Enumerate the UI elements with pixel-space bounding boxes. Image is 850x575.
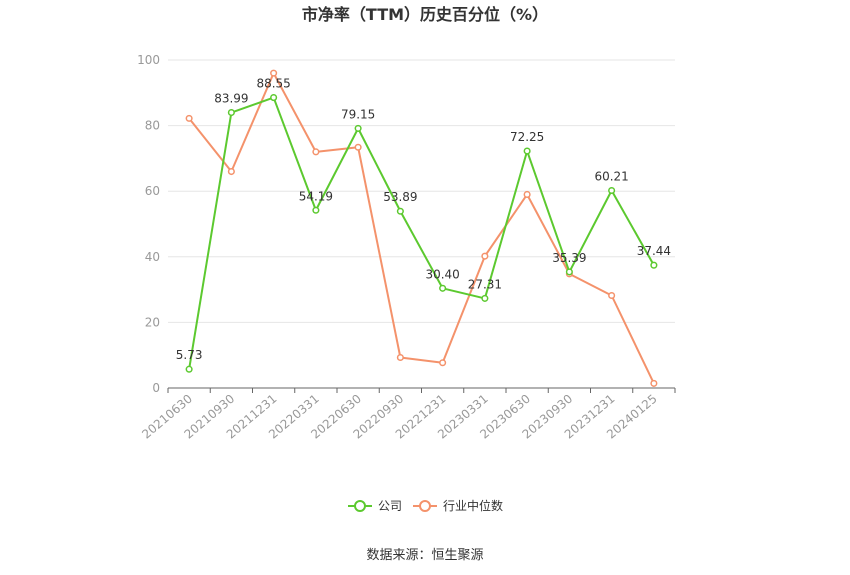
legend-marker [419,500,431,512]
legend-label: 公司 [378,499,402,513]
data-point[interactable] [354,143,362,151]
data-point[interactable] [608,186,616,195]
legend-item-1[interactable]: 行业中位数 [413,498,503,513]
data-point[interactable] [523,147,531,155]
legend[interactable]: 公司 行业中位数 [348,498,503,513]
data-label: 83.99 [214,92,248,106]
data-labels: 5.73 83.99 88.55 54.19 79.15 53.89 30.40 27.31 7… [176,77,671,363]
data-label: 54.19 [299,189,333,203]
data-label: 60.21 [594,170,628,184]
data-label: 5.73 [176,348,203,362]
data-point[interactable] [227,108,235,117]
data-point[interactable] [312,206,320,214]
chart-title: 市净率（TTM）历史百分位（%） [302,5,548,24]
data-label: 79.15 [341,107,375,121]
data-point[interactable] [396,207,404,215]
data-point[interactable] [650,261,658,269]
data-label: 35.39 [552,251,586,265]
series-layer [185,69,658,387]
data-point[interactable] [227,167,235,176]
legend-item-0[interactable]: 公司 [348,499,402,513]
y-tick-label: 40 [145,250,160,264]
data-label: 72.25 [510,130,544,144]
data-point[interactable] [481,252,489,260]
y-tick-label: 60 [145,184,160,198]
y-tick-label: 0 [152,381,160,395]
data-point[interactable] [396,353,404,362]
legend-marker [354,500,366,512]
legend-label: 行业中位数 [443,498,503,513]
data-point[interactable] [185,114,193,122]
series-line-1 [188,72,655,384]
y-tick-label: 80 [145,119,160,133]
data-label: 30.40 [425,267,459,281]
data-label: 27.31 [468,277,502,291]
data-point[interactable] [312,148,320,156]
y-tick-label: 20 [145,315,160,329]
data-point[interactable] [481,294,489,302]
data-point[interactable] [608,291,616,300]
data-point[interactable] [185,365,193,373]
data-point[interactable] [565,268,573,276]
data-point[interactable] [270,69,278,77]
data-point[interactable] [523,190,531,199]
grid [168,59,675,323]
data-label: 37.44 [637,244,671,258]
y-tick-label: 100 [137,53,160,67]
series-line-0 [188,96,655,370]
data-label: 88.55 [256,77,290,91]
data-point[interactable] [439,284,447,292]
data-point[interactable] [270,94,278,102]
data-label: 53.89 [383,190,417,204]
data-point[interactable] [650,379,658,387]
source-note: 数据来源：恒生聚源 [366,548,483,563]
data-point[interactable] [354,124,362,132]
data-point[interactable] [439,359,447,367]
axes: 0204060801002021063020210930202112312022… [137,53,676,442]
